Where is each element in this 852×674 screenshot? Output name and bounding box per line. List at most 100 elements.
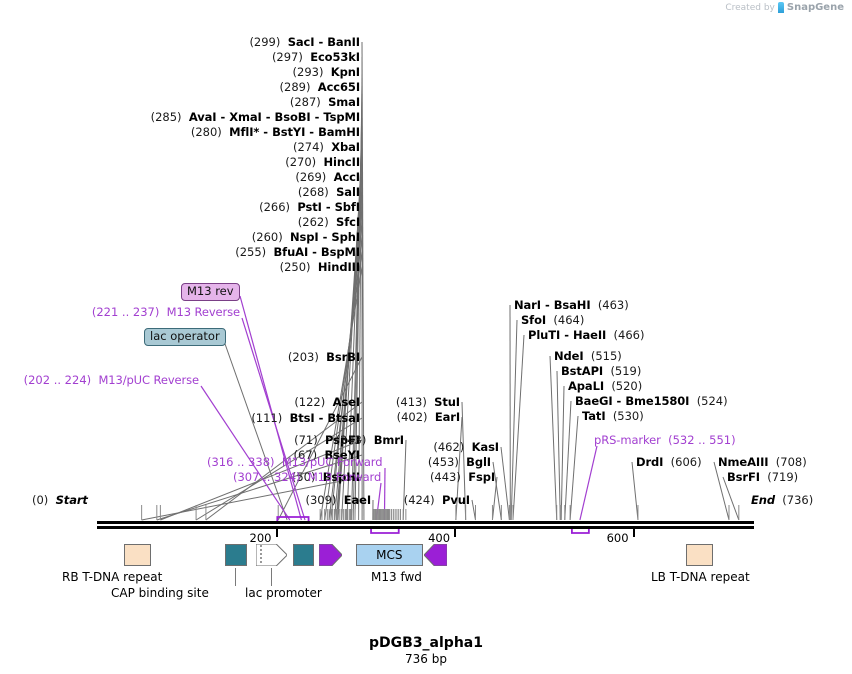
enzyme-name: BseYI bbox=[324, 448, 360, 462]
enzyme-name: BglI bbox=[466, 455, 491, 469]
enzyme-name: ApaLI bbox=[568, 379, 604, 393]
enzyme-name: PspFI bbox=[325, 433, 360, 447]
enzyme-name: KasI bbox=[471, 440, 500, 454]
enzyme-position: (424) bbox=[403, 493, 435, 507]
enzyme-label: (203) BsrBI bbox=[288, 351, 360, 363]
enzyme-position: (466) bbox=[613, 328, 645, 342]
enzyme-name: BsoBI bbox=[274, 110, 311, 124]
enzyme-position: (464) bbox=[553, 313, 585, 327]
primer-range: (307 .. 324) bbox=[233, 470, 301, 484]
enzyme-position: (708) bbox=[775, 455, 807, 469]
enzyme-name: BtsaI bbox=[327, 411, 360, 425]
enzyme-position: (67) bbox=[293, 448, 318, 462]
enzyme-label: (402) EarI bbox=[397, 411, 461, 423]
enzyme-name: BaeGI bbox=[575, 394, 613, 408]
enzyme-label: (289) Acc65I bbox=[279, 80, 361, 94]
enzyme-name: NspI bbox=[290, 230, 319, 244]
enzyme-label: (280) MflI* - BstYI - BamHI bbox=[190, 125, 360, 139]
enzyme-name: FspI bbox=[468, 470, 495, 484]
enzyme-position: (50) bbox=[291, 470, 316, 484]
enzyme-name: AccI bbox=[333, 170, 361, 184]
enzyme-name: BamHI bbox=[318, 125, 360, 139]
enzyme-label: NmeAIII (708) bbox=[718, 456, 807, 468]
enzyme-name: HindIII bbox=[317, 260, 360, 274]
enzyme-name: EaeI bbox=[343, 493, 371, 507]
enzyme-label: NdeI (515) bbox=[554, 350, 622, 362]
enzyme-position: (293) bbox=[292, 65, 324, 79]
enzyme-position: (203) bbox=[287, 350, 319, 364]
feature-mcs: MCS bbox=[355, 544, 423, 566]
enzyme-position: (297) bbox=[271, 50, 303, 64]
enzyme-position: (343) bbox=[335, 433, 367, 447]
enzyme-position: (280) bbox=[190, 125, 222, 139]
enzyme-label: (307 .. 324) M13 Forward bbox=[233, 471, 381, 483]
enzyme-label: BaeGI - Bme1580I (524) bbox=[575, 394, 728, 408]
enzyme-label: (0) Start bbox=[32, 493, 88, 507]
enzyme-name: PstI bbox=[297, 200, 322, 214]
enzyme-label: (266) PstI - SbfI bbox=[259, 200, 361, 214]
ruler-tick-label: 400 bbox=[428, 531, 451, 545]
enzyme-label: (262) SfcI bbox=[298, 216, 360, 228]
enzyme-name: BanII bbox=[327, 35, 360, 49]
enzyme-label: (287) SmaI bbox=[290, 96, 360, 108]
enzyme-label: (297) Eco53kI bbox=[272, 51, 360, 63]
feature-inline-label: MCS bbox=[376, 548, 403, 562]
enzyme-label: PluTI - HaeII (466) bbox=[528, 328, 645, 342]
feature-segment-4 bbox=[318, 543, 344, 567]
enzyme-name: HincII bbox=[323, 155, 360, 169]
enzyme-name: BsrFI bbox=[727, 470, 760, 484]
enzyme-label: (260) NspI - SphI bbox=[251, 230, 360, 244]
feature-segment-3 bbox=[293, 544, 314, 566]
enzyme-position: (520) bbox=[611, 379, 643, 393]
feature-m13-fwd bbox=[423, 543, 448, 567]
enzyme-name: SphI bbox=[331, 230, 360, 244]
enzyme-label: (293) KpnI bbox=[292, 65, 361, 79]
enzyme-position: (413) bbox=[395, 395, 427, 409]
page-title: pDGB3_alpha1 bbox=[369, 635, 483, 651]
enzyme-label: (67) BseYI bbox=[293, 448, 361, 462]
feature-label: lac promoter bbox=[245, 586, 322, 600]
enzyme-label: (71) PspFI bbox=[294, 434, 360, 446]
enzyme-label: (462) KasI bbox=[433, 441, 499, 453]
enzyme-position: (285) bbox=[150, 110, 182, 124]
feature-label: RB T-DNA repeat bbox=[62, 570, 163, 584]
enzyme-name: TatI bbox=[582, 409, 606, 423]
enzyme-position: (606) bbox=[670, 455, 702, 469]
enzyme-name: BstYI bbox=[272, 125, 306, 139]
enzyme-label: (268) SalI bbox=[298, 186, 360, 198]
enzyme-label: (111) BtsI - BtsaI bbox=[251, 411, 360, 425]
enzyme-label: (269) AccI bbox=[295, 171, 360, 183]
enzyme-name: BstAPI bbox=[561, 364, 604, 378]
feature-label: CAP binding site bbox=[111, 586, 209, 600]
enzyme-name: PluTI bbox=[528, 328, 561, 342]
enzyme-label: (255) BfuAI - BspMI bbox=[235, 245, 360, 259]
enzyme-label: pRS-marker (532 .. 551) bbox=[594, 434, 736, 446]
primer-name: M13/pUC Reverse bbox=[98, 373, 199, 387]
enzyme-name: DrdI bbox=[636, 455, 664, 469]
enzyme-label: (453) BglI bbox=[428, 456, 491, 468]
enzyme-name: SfoI bbox=[521, 313, 547, 327]
ruler-tick-label: 600 bbox=[606, 531, 629, 545]
enzyme-name: SbfI bbox=[334, 200, 361, 214]
enzyme-name: BspHI bbox=[322, 470, 360, 484]
enzyme-label: ApaLI (520) bbox=[568, 380, 642, 392]
primer-range: (202 .. 224) bbox=[23, 373, 92, 387]
enzyme-position: (309) bbox=[305, 493, 337, 507]
plasmid-length: 736 bp bbox=[405, 652, 447, 666]
snapgene-logo-icon bbox=[777, 2, 784, 13]
enzyme-label: (299) SacI - BanII bbox=[249, 35, 360, 49]
ruler-tick-mark bbox=[275, 529, 278, 537]
enzyme-label: (413) StuI bbox=[396, 396, 460, 408]
enzyme-position: (289) bbox=[279, 80, 311, 94]
enzyme-position: (260) bbox=[251, 230, 283, 244]
enzyme-name: AseI bbox=[332, 395, 361, 409]
enzyme-label: (221 .. 237) M13 Reverse bbox=[92, 306, 240, 318]
enzyme-name: BsaHI bbox=[553, 298, 591, 312]
enzyme-name: AvaI bbox=[188, 110, 217, 124]
enzyme-label: (50) BspHI bbox=[292, 471, 360, 483]
feature-lb-t-dna-repeat bbox=[686, 544, 713, 566]
enzyme-label: (202 .. 224) M13/pUC Reverse bbox=[24, 374, 199, 386]
primer-name: M13 Reverse bbox=[166, 305, 240, 319]
enzyme-label: (343) BmrI bbox=[335, 434, 404, 446]
